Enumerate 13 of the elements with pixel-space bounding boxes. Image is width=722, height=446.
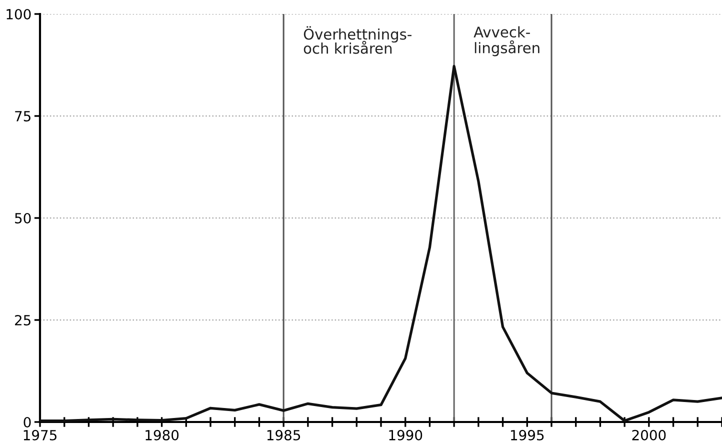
y-tick-label: 0: [24, 416, 31, 428]
ref-line-label: Överhettnings- och krisåren: [304, 26, 412, 54]
y-tick-label: 75: [15, 111, 30, 122]
y-tick-label: 25: [15, 314, 30, 326]
ref-line-label: Avveck- lingsåren: [474, 26, 540, 56]
x-tick-label: 1990: [389, 430, 422, 440]
x-tick-label: 1995: [510, 430, 544, 440]
y-tick-label: 100: [6, 8, 31, 20]
x-tick-label: 1975: [24, 430, 56, 440]
x-tick-label: 2000: [632, 430, 666, 440]
y-tick-label: 50: [15, 212, 31, 224]
x-tick-label: 1980: [146, 430, 179, 440]
x-tick-label: 1985: [267, 430, 300, 440]
